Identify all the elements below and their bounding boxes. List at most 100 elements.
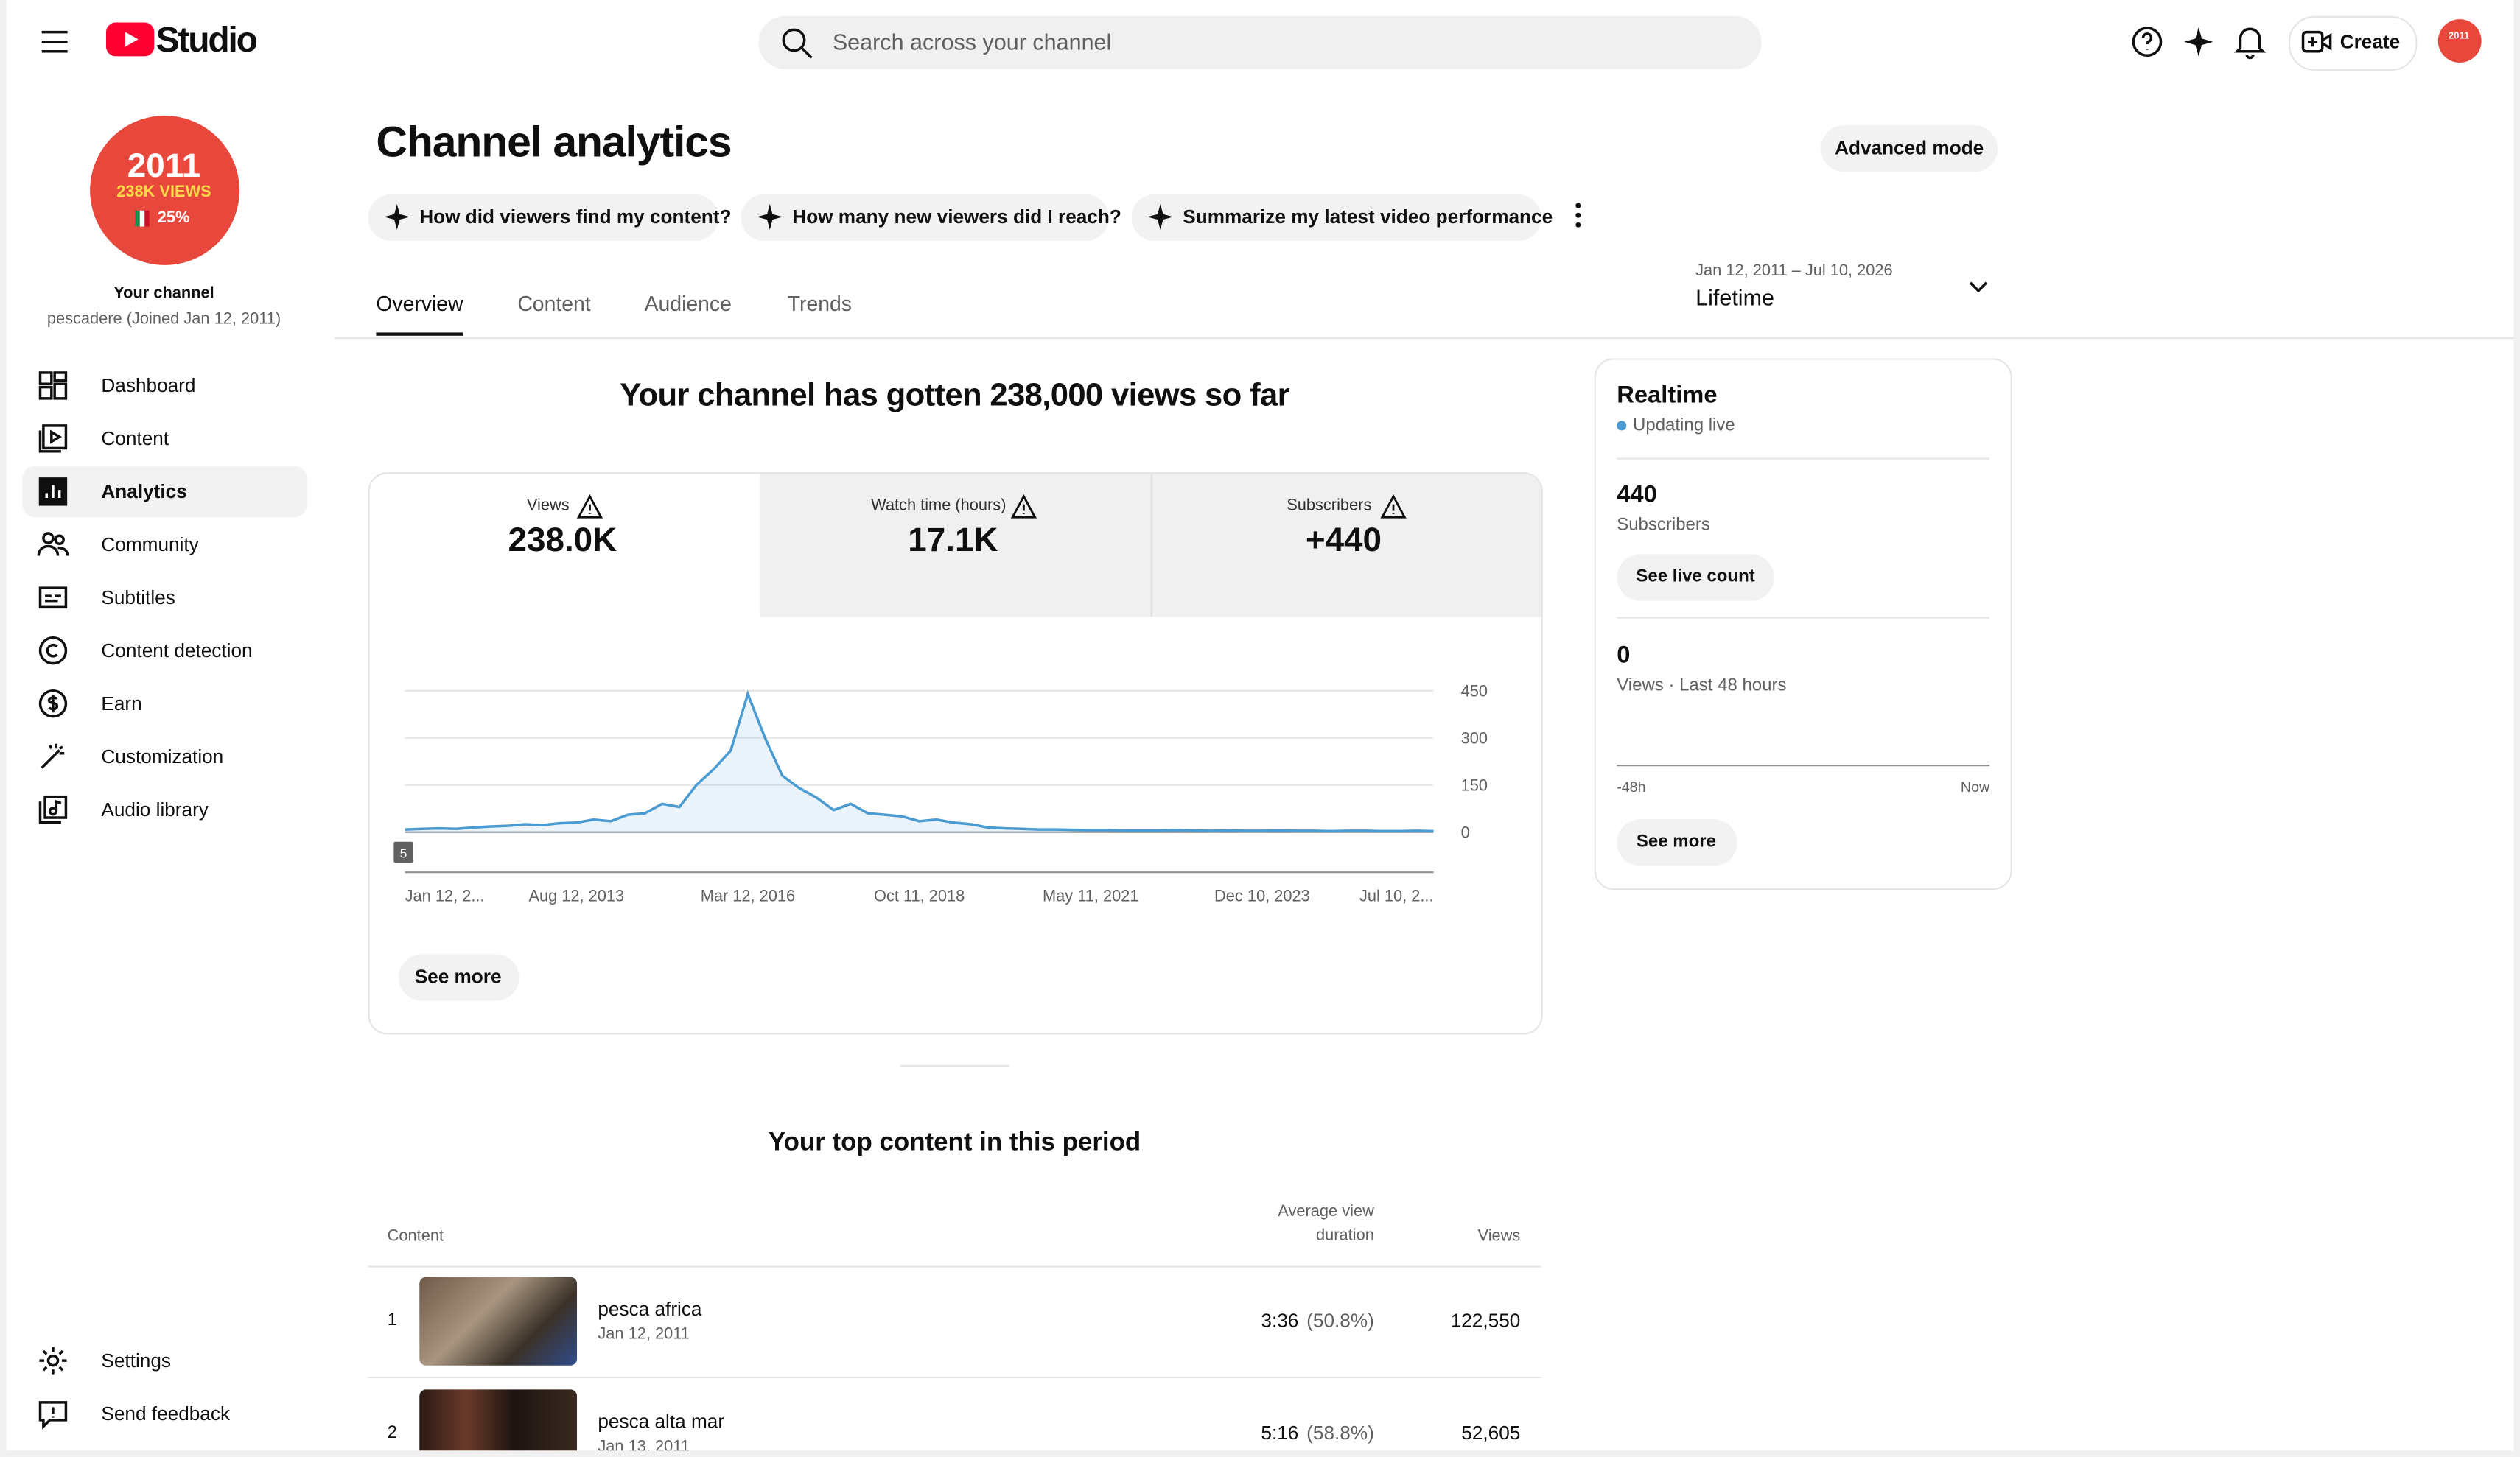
nav-icon[interactable] [37, 793, 69, 826]
rank: 2 [387, 1423, 398, 1443]
nav-icon[interactable] [37, 1397, 69, 1430]
realtime-card [1594, 358, 2012, 891]
period[interactable]: Lifetime [1695, 284, 1775, 310]
duration-pct: (58.8%) [1306, 1422, 1374, 1444]
nav-icon[interactable] [37, 1344, 69, 1377]
nav-item[interactable]: Analytics [101, 480, 187, 503]
live-count-button[interactable] [1617, 554, 1774, 601]
video-title[interactable]: pesca alta mar [598, 1410, 725, 1433]
nav-item[interactable]: Community [101, 533, 199, 556]
logo-text[interactable]: Studio [155, 19, 258, 60]
realtime-axis-end: Now [1960, 779, 1990, 796]
prompt-chip[interactable] [741, 194, 1109, 242]
realtime-title: Realtime [1617, 381, 1718, 410]
x-tick-label: May 11, 2021 [1043, 886, 1138, 905]
search-icon[interactable] [780, 26, 815, 61]
page-title: Channel analytics [376, 118, 732, 166]
thumbnail[interactable] [419, 1389, 578, 1451]
ai-icon[interactable] [381, 201, 413, 234]
warning-icon[interactable] [1008, 491, 1040, 524]
create-button[interactable] [2288, 15, 2418, 71]
nav-icon[interactable] [37, 370, 69, 402]
row-divider [368, 1265, 1541, 1268]
warning-icon[interactable] [574, 491, 606, 524]
create-label[interactable]: Create [2339, 30, 2401, 53]
nav-item[interactable]: Audio library [101, 798, 209, 821]
tab[interactable]: Content [517, 291, 591, 316]
menu-icon[interactable] [38, 26, 71, 58]
nav-icon[interactable] [37, 528, 69, 561]
metric-value[interactable]: +440 [1305, 522, 1382, 559]
see-more-button[interactable] [398, 954, 519, 1001]
search-placeholder[interactable]: Search across your channel [832, 29, 1112, 55]
live-count-label[interactable]: See live count [1636, 566, 1755, 586]
prompt-chip[interactable] [1131, 194, 1541, 242]
nav-icon[interactable] [37, 634, 69, 667]
realtime-views: 0 [1617, 642, 1631, 670]
rank: 1 [387, 1310, 398, 1330]
period-chevron[interactable] [1967, 278, 1990, 297]
see-more-label[interactable]: See more [414, 965, 502, 989]
nav-icon[interactable] [37, 581, 69, 614]
advanced-mode-label[interactable]: Advanced mode [1835, 136, 1984, 159]
x-tick-label: Dec 10, 2023 [1214, 886, 1310, 905]
overview-card [368, 472, 1543, 1035]
metric-label[interactable]: Views [526, 496, 570, 515]
nav-icon[interactable] [37, 740, 69, 773]
ai-icon[interactable] [754, 201, 786, 234]
realtime-axis-start: -48h [1617, 779, 1646, 796]
advanced-mode-button[interactable] [1821, 125, 1998, 172]
nav-item[interactable]: Subtitles [101, 586, 175, 609]
account-avatar[interactable] [2437, 19, 2482, 63]
duration: 5:16 [1261, 1422, 1299, 1444]
realtime-divider [1617, 617, 1990, 619]
metric-value[interactable]: 238.0K [508, 522, 617, 559]
nav-item[interactable]: Dashboard [101, 374, 196, 397]
youtube-logo[interactable] [105, 22, 155, 58]
duration: 3:36 [1261, 1309, 1299, 1332]
ai-icon[interactable] [1144, 201, 1177, 234]
nav-item[interactable]: Content [101, 427, 169, 450]
metric-label[interactable]: Watch time (hours) [871, 496, 1007, 515]
nav-icon[interactable] [37, 476, 69, 508]
video-title[interactable]: pesca africa [598, 1298, 702, 1321]
realtime-see-more-button[interactable] [1617, 819, 1737, 866]
help-icon[interactable] [2131, 26, 2163, 58]
notifications-icon[interactable] [2233, 24, 2267, 60]
thumbnail[interactable] [419, 1277, 578, 1366]
realtime-status: Updating live [1633, 415, 1735, 435]
nav-item[interactable]: Earn [101, 692, 142, 715]
nav-item[interactable]: Settings [101, 1349, 171, 1372]
tab[interactable]: Audience [644, 291, 732, 316]
ai-icon[interactable] [2183, 26, 2215, 58]
nav-item[interactable]: Send feedback [101, 1402, 231, 1425]
nav-item[interactable]: Content detection [101, 639, 253, 662]
prompt-chip-label[interactable]: Summarize my latest video performance [1183, 206, 1553, 228]
prompt-chip-label[interactable]: How did viewers find my content? [419, 206, 732, 228]
account-avatar-text[interactable]: 2011 [2448, 32, 2470, 42]
y-tick-label: 300 [1461, 728, 1488, 747]
nav-icon[interactable] [37, 687, 69, 720]
tab[interactable]: Overview [376, 291, 463, 316]
avatar-views: 238K VIEWS [116, 183, 211, 202]
tab[interactable]: Trends [787, 291, 852, 316]
nav-item[interactable]: Customization [101, 745, 224, 768]
realtime-see-more-label[interactable]: See more [1636, 832, 1716, 852]
channel-avatar[interactable] [90, 116, 239, 265]
realtime-subs: 440 [1617, 481, 1657, 509]
prompt-chip[interactable] [368, 194, 718, 242]
search-bar[interactable] [758, 15, 1762, 69]
metric-value[interactable]: 17.1K [908, 522, 998, 559]
y-tick-label: 450 [1461, 681, 1488, 700]
metric-label[interactable]: Subscribers [1287, 496, 1372, 515]
nav-icon[interactable] [37, 423, 69, 455]
warning-icon[interactable] [1377, 491, 1410, 524]
create-icon[interactable] [2301, 27, 2334, 56]
prompt-chip-label[interactable]: How many new viewers did I reach? [792, 206, 1121, 228]
avatar-pct: 25% [157, 209, 190, 228]
studio-frame: Studio Search across your channel Create… [6, 0, 2514, 1451]
date-range[interactable]: Jan 12, 2011 – Jul 10, 2026 [1695, 262, 1893, 281]
row-divider [368, 1376, 1541, 1379]
more-icon[interactable] [1572, 201, 1584, 230]
